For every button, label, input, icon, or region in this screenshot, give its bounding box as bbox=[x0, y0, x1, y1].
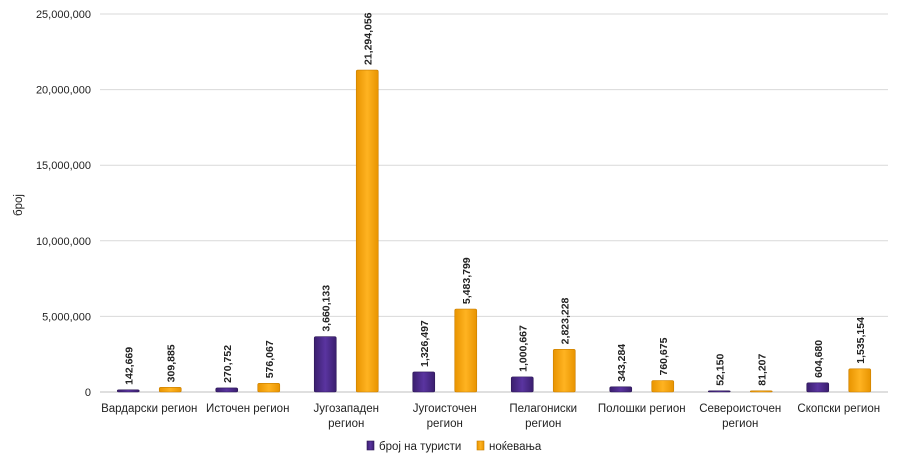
legend-swatch bbox=[366, 440, 375, 451]
data-label: 604,680 bbox=[813, 340, 825, 378]
bar-overnights bbox=[454, 308, 478, 393]
data-label: 5,483,799 bbox=[461, 257, 473, 304]
x-category-label: Источен регион bbox=[206, 403, 289, 415]
data-label: 1,000,667 bbox=[517, 325, 529, 372]
bar-overnights bbox=[158, 387, 182, 393]
bar-tourists bbox=[116, 389, 140, 393]
data-label: 343,284 bbox=[616, 344, 628, 382]
data-label: 309,885 bbox=[165, 344, 177, 382]
bar-overnights bbox=[749, 390, 773, 393]
x-category-label: Југоисточен bbox=[413, 403, 477, 415]
data-label: 270,752 bbox=[222, 345, 234, 383]
data-label: 142,669 bbox=[123, 347, 135, 385]
y-tick-label: 15,000,000 bbox=[36, 160, 91, 172]
y-tick-label: 10,000,000 bbox=[36, 236, 91, 248]
x-category-label: Вардарски регион bbox=[101, 403, 197, 415]
y-axis-ticks: 0 5,000,000 10,000,000 15,000,000 20,000,000… bbox=[36, 9, 91, 399]
x-category-label: Југозападен bbox=[314, 403, 379, 415]
x-axis-categories: Вардарски регион Источен регион Југозападе… bbox=[101, 403, 880, 430]
bar-tourists bbox=[806, 382, 830, 393]
bar-overnights bbox=[651, 380, 675, 393]
data-label: 81,207 bbox=[756, 353, 768, 385]
x-category-label: регион bbox=[427, 418, 463, 430]
data-label: 2,823,228 bbox=[559, 297, 571, 344]
y-tick-label: 20,000,000 bbox=[36, 85, 91, 97]
data-label: 3,660,133 bbox=[320, 285, 332, 332]
x-category-label: регион bbox=[328, 418, 364, 430]
data-label: 21,294,056 bbox=[362, 12, 374, 65]
x-category-label: Североисточен bbox=[699, 403, 781, 415]
bar-overnights bbox=[552, 349, 576, 393]
legend: број на туристи ноќевања bbox=[366, 440, 542, 453]
data-label: 1,535,154 bbox=[855, 317, 867, 364]
data-label: 52,150 bbox=[714, 354, 726, 386]
bar-overnights bbox=[355, 69, 379, 393]
data-label: 760,675 bbox=[658, 337, 670, 375]
x-category-label: регион bbox=[722, 418, 758, 430]
legend-label: ноќевања bbox=[489, 441, 542, 453]
y-tick-label: 5,000,000 bbox=[42, 311, 91, 323]
x-category-label: регион bbox=[525, 418, 561, 430]
bar-tourists bbox=[707, 390, 731, 393]
legend-label: број на туристи bbox=[379, 441, 461, 453]
x-category-label: Полошки регион bbox=[598, 403, 686, 415]
y-axis-label: број bbox=[13, 194, 25, 216]
x-category-label: Скопски регион bbox=[797, 403, 880, 415]
y-tick-label: 25,000,000 bbox=[36, 9, 91, 21]
legend-swatch bbox=[476, 440, 485, 451]
data-label: 576,067 bbox=[264, 340, 276, 378]
y-tick-label: 0 bbox=[85, 387, 91, 399]
bar-tourists bbox=[510, 376, 534, 393]
data-labels: 142,669 309,885 270,752 576,067 3,660,133 21,… bbox=[123, 12, 867, 385]
gridlines bbox=[100, 13, 888, 393]
bars bbox=[116, 69, 872, 393]
bar-tourists bbox=[313, 336, 337, 393]
bar-overnights bbox=[257, 382, 281, 393]
bar-tourists bbox=[412, 371, 436, 393]
bar-tourists bbox=[609, 386, 633, 393]
bar-overnights bbox=[848, 368, 872, 393]
bar-tourists bbox=[215, 387, 239, 393]
data-label: 1,326,497 bbox=[419, 320, 431, 367]
x-category-label: Пелагониски bbox=[509, 403, 577, 415]
